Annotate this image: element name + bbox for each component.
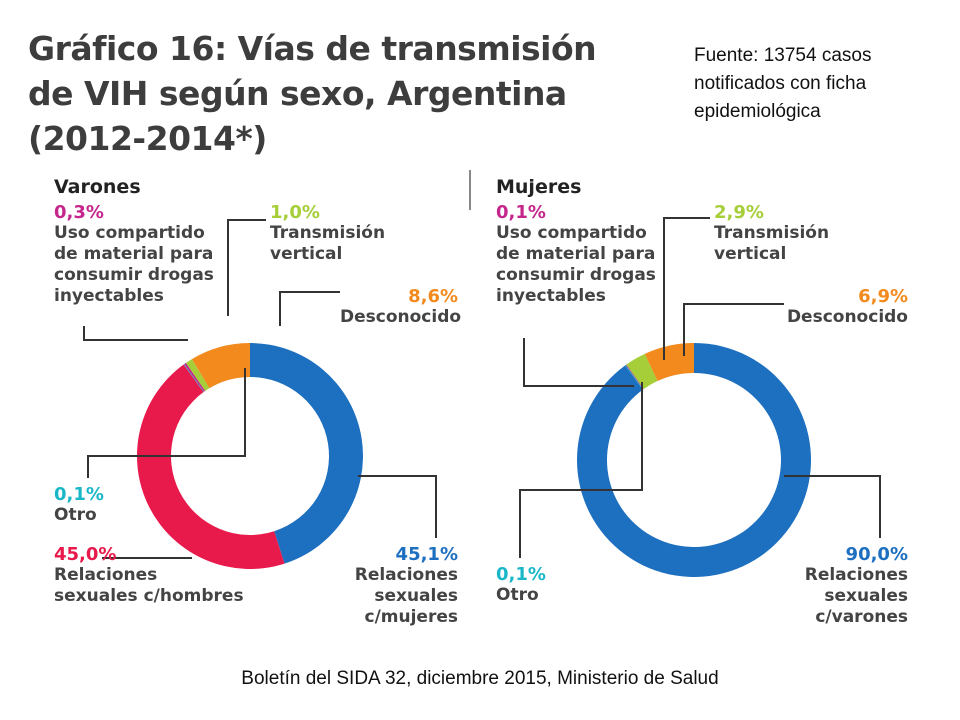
- pct-mujeres-varones: 90,0%: [845, 544, 908, 565]
- leader-line-mujeres-4: [784, 475, 881, 538]
- leader-line-varones-2: [227, 219, 266, 316]
- chart-varones: Varones 0,3% Uso compartido de material …: [40, 160, 470, 640]
- slice-varones-0: [250, 343, 363, 564]
- text-varones-hombres: Relaciones sexuales c/hombres: [54, 565, 244, 606]
- label-varones-mujeres: 45,1% Relaciones sexuales c/mujeres: [276, 544, 458, 628]
- slice-varones-1: [137, 364, 285, 569]
- slice-mujeres-1: [625, 364, 644, 390]
- label-varones-vertical: 1,0% Transmisión vertical: [270, 202, 390, 265]
- leader-line-varones-1: [83, 326, 188, 341]
- label-varones-drogas: 0,3% Uso compartido de material para con…: [54, 202, 234, 307]
- label-mujeres-otro: 0,1% Otro: [496, 564, 546, 606]
- leader-line-mujeres-2: [663, 217, 710, 360]
- text-varones-vertical: Transmisión vertical: [270, 223, 386, 264]
- label-mujeres-varones: 90,0% Relaciones sexuales c/varones: [720, 544, 908, 628]
- leader-line-varones-5: [358, 475, 437, 538]
- label-mujeres-vertical: 2,9% Transmisión vertical: [714, 202, 834, 265]
- text-mujeres-varones: Relaciones sexuales c/varones: [804, 565, 908, 627]
- text-varones-drogas: Uso compartido de material para consumir…: [54, 223, 214, 306]
- slice-varones-2: [183, 364, 205, 393]
- slice-varones-5: [191, 343, 250, 389]
- text-mujeres-drogas: Uso compartido de material para consumir…: [496, 223, 656, 306]
- leader-line-mujeres-1: [519, 382, 643, 558]
- label-varones-hombres: 45,0% Relaciones sexuales c/hombres: [54, 544, 244, 607]
- pct-varones-drogas: 0,3%: [54, 202, 104, 223]
- text-varones-mujeres: Relaciones sexuales c/mujeres: [354, 565, 458, 627]
- label-mujeres-drogas: 0,1% Uso compartido de material para con…: [496, 202, 666, 307]
- pct-varones-vertical: 1,0%: [270, 202, 320, 223]
- text-mujeres-vertical: Transmisión vertical: [714, 223, 830, 264]
- footer-source: Boletín del SIDA 32, diciembre 2015, Min…: [241, 668, 719, 689]
- donut-varones: [83, 219, 437, 569]
- donut-mujeres: [519, 217, 881, 577]
- slice-varones-3: [184, 362, 206, 392]
- slice-mujeres-4: [644, 343, 694, 382]
- leader-line-mujeres-0: [523, 338, 634, 387]
- text-mujeres-otro: Otro: [496, 585, 539, 605]
- panel-heading-varones: Varones: [54, 176, 141, 198]
- chart-title: Gráfico 16: Vías de transmisión de VIH s…: [28, 29, 597, 158]
- slice-mujeres-2: [625, 364, 644, 390]
- pct-varones-mujeres: 45,1%: [395, 544, 458, 565]
- slice-varones-4: [185, 359, 210, 391]
- text-varones-desconocido: Desconocido: [340, 307, 462, 327]
- pct-mujeres-otro: 0,1%: [496, 564, 546, 585]
- text-mujeres-desconocido: Desconocido: [786, 307, 908, 327]
- pct-varones-otro: 0,1%: [54, 484, 104, 505]
- panel-divider: [469, 170, 471, 210]
- panel-heading-mujeres: Mujeres: [496, 176, 582, 198]
- pct-mujeres-drogas: 0,1%: [496, 202, 546, 223]
- leader-line-varones-0: [87, 368, 246, 478]
- pct-mujeres-vertical: 2,9%: [714, 202, 764, 223]
- text-varones-otro: Otro: [54, 505, 97, 525]
- source-note: Fuente: 13754 casos notificados con fich…: [694, 45, 872, 122]
- pct-varones-desconocido: 8,6%: [408, 286, 458, 307]
- label-varones-desconocido: 8,6% Desconocido: [340, 286, 462, 328]
- pct-varones-hombres: 45,0%: [54, 544, 117, 565]
- label-varones-otro: 0,1% Otro: [54, 484, 104, 526]
- leader-line-mujeres-3: [683, 303, 784, 356]
- slice-mujeres-0: [577, 343, 811, 577]
- pct-mujeres-desconocido: 6,9%: [858, 286, 908, 307]
- leader-line-varones-3: [279, 291, 340, 326]
- slice-mujeres-3: [626, 353, 658, 389]
- chart-mujeres: Mujeres 0,1% Uso compartido de material …: [484, 160, 920, 640]
- label-mujeres-desconocido: 6,9% Desconocido: [784, 286, 908, 328]
